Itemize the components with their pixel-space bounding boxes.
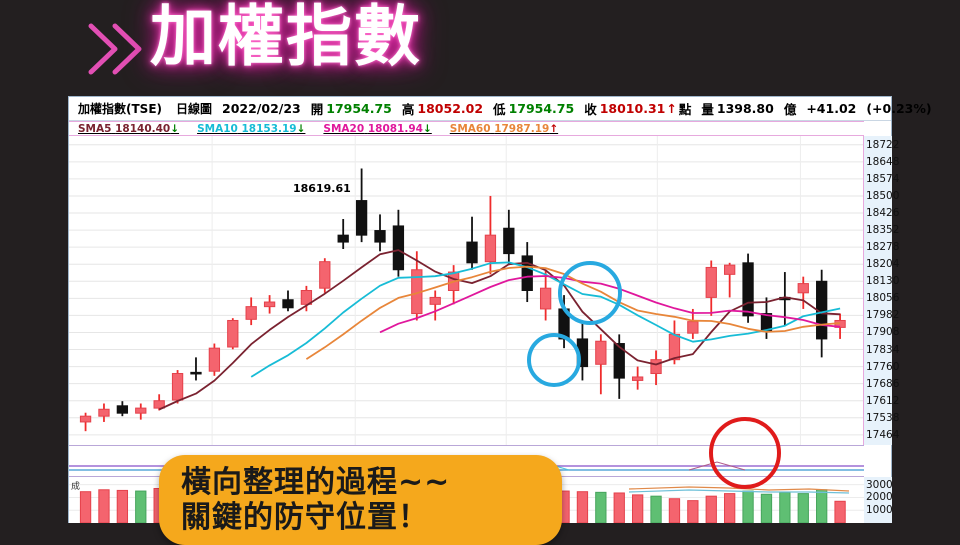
low-value: 17954.75 [508, 101, 575, 116]
open-value: 17954.75 [326, 101, 392, 116]
sma60-arrow-icon: ↑ [549, 122, 559, 135]
price-axis-tick: 18352 [866, 224, 900, 237]
sma5-arrow-icon: ↓ [170, 122, 180, 135]
close-up-arrow-icon: ↑ [666, 101, 677, 116]
price-axis-tick: 17464 [866, 428, 900, 441]
sma5-name: SMA5 [78, 122, 112, 135]
price-axis-tick: 18722 [866, 138, 900, 151]
low-label: 低 [493, 102, 506, 117]
price-axis-tick: 17612 [866, 394, 900, 407]
candlestick-plot [69, 136, 863, 445]
quote-header-bar: 加權指數(TSE) 日線圖 2022/02/23 開 17954.75 高 18… [69, 97, 932, 121]
chart-window[interactable]: 加權指數(TSE) 日線圖 2022/02/23 開 17954.75 高 18… [68, 96, 932, 545]
quote-date: 2022/02/23 [222, 101, 301, 116]
sma10-arrow-icon: ↓ [296, 122, 306, 135]
sma10-legend[interactable]: SMA10 18153.19↓ [197, 123, 305, 135]
price-axis-tick: 17760 [866, 360, 900, 373]
volume-axis: 3000 2000 1000 [864, 477, 893, 523]
price-axis-tick: 18056 [866, 292, 900, 305]
high-value: 18052.02 [417, 101, 484, 116]
double-chevron-right-icon [88, 23, 142, 75]
price-axis-tick: 17686 [866, 377, 900, 390]
price-axis-tick: 17834 [866, 343, 900, 356]
title-bar: 加權指數 [0, 0, 960, 96]
peak-price-annotation: 18619.61 [293, 182, 351, 195]
callout-line-2: 關鍵的防守位置！ [181, 500, 429, 535]
change-percent: (+0.23%) [866, 101, 932, 116]
close-label: 收 [584, 102, 597, 117]
sma20-value: 18081.94 [367, 122, 423, 135]
price-axis-tick: 18130 [866, 275, 900, 288]
sma5-value: 18140.40 [115, 122, 171, 135]
volume-axis-tick: 2000 [866, 491, 893, 504]
price-axis-tick: 18204 [866, 258, 900, 271]
price-chart-pane[interactable]: 18619.61 [69, 136, 864, 445]
sma60-legend[interactable]: SMA60 17987.19↑ [450, 123, 558, 135]
quote-symbol: 加權指數(TSE) [78, 102, 162, 116]
sma60-name: SMA60 [449, 122, 491, 135]
close-value: 18010.31 [599, 101, 666, 116]
sma20-name: SMA20 [323, 122, 365, 135]
high-label: 高 [401, 102, 415, 117]
volume-value: 1398.80 [716, 101, 774, 116]
sma5-legend[interactable]: SMA5 18140.40↓ [78, 123, 179, 135]
sma10-name: SMA10 [197, 122, 238, 135]
point-unit: 點 [678, 102, 692, 117]
price-axis-tick: 17538 [866, 411, 900, 424]
price-axis-tick: 18648 [866, 155, 900, 168]
callout-box: 橫向整理的過程~~ 關鍵的防守位置！ [159, 455, 562, 545]
change-value: +41.02 [806, 101, 857, 116]
open-label: 開 [310, 102, 324, 117]
sma60-value: 17987.19 [494, 122, 550, 135]
price-axis-tick: 18500 [866, 189, 900, 202]
volume-axis-tick: 1000 [866, 504, 893, 517]
price-axis-tick: 18574 [866, 172, 900, 185]
volume-label: 量 [701, 102, 714, 117]
price-axis: 18722 18648 18574 18500 18426 18352 18278 18204… [864, 136, 899, 445]
sma20-legend[interactable]: SMA20 18081.94↓ [323, 123, 431, 135]
volume-pane-label: 成 [71, 482, 81, 492]
callout-line-1: 橫向整理的過程~~ [181, 464, 451, 500]
price-axis-tick: 17908 [866, 326, 900, 339]
sma20-arrow-icon: ↓ [422, 122, 432, 135]
price-axis-tick: 18426 [866, 207, 900, 220]
page-title: 加權指數 [150, 0, 422, 75]
volume-axis-tick: 3000 [866, 478, 893, 491]
volume-unit: 億 [783, 102, 797, 117]
price-axis-tick: 18278 [866, 241, 900, 254]
price-axis-tick: 17982 [866, 309, 900, 322]
quote-period: 日線圖 [176, 102, 213, 116]
sma-legend: SMA5 18140.40↓ SMA10 18153.19↓ SMA20 180… [69, 121, 864, 136]
sma10-value: 18153.19 [241, 122, 297, 135]
